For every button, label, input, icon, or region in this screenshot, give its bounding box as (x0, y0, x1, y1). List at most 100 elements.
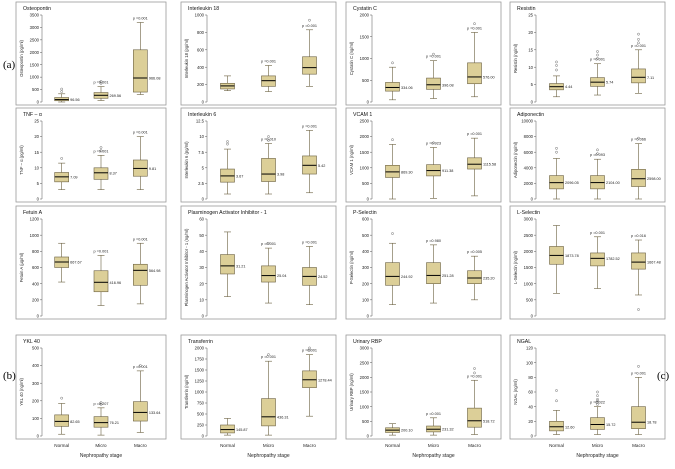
chart-panel: Adiponectin 0 2000 4000 6000 8000 10000 Adipone… (509, 107, 666, 203)
y-axis-label: Interleukin 18 (pg/ml) (184, 38, 189, 78)
median-label: 8.37 (110, 171, 117, 175)
y-tick-label: 2500 (524, 233, 534, 238)
median-label: 334.06 (401, 86, 413, 90)
median-label: 24.52 (318, 275, 328, 279)
median-label: 396.08 (442, 83, 454, 87)
y-tick-label: 2000 (360, 375, 370, 380)
p-value-label: p =0.001 (94, 149, 109, 153)
box-iqr (631, 252, 646, 270)
y-tick-label: 40 (528, 404, 533, 409)
panel-frame (15, 107, 167, 203)
median-label: 133.64 (149, 411, 161, 415)
y-axis-label: Urinary RBP (ng/ml) (349, 373, 354, 411)
y-axis-label: P-Selectin (ng/ml) (349, 250, 354, 284)
p-value-label: p =0.093 (590, 153, 605, 157)
y-tick-label: 50 (199, 233, 204, 238)
x-tick-label: Normal (54, 443, 69, 448)
chart-title: L-Selectin (517, 210, 540, 216)
y-tick-label: 80 (528, 375, 533, 380)
outlier-point (99, 402, 103, 406)
chart-panel: Plasminogen Activator Inhibitor - 1 0 10 20… (180, 205, 337, 320)
panel-frame (180, 1, 337, 106)
y-tick-label: 0 (531, 314, 534, 319)
panel-frame (509, 107, 666, 203)
x-tick-label: Micro (95, 443, 107, 448)
outlier-point (555, 146, 558, 150)
outlier-point (473, 371, 476, 375)
box-iqr (133, 49, 148, 93)
outlier-point (267, 353, 270, 356)
box-iqr (631, 169, 646, 187)
chart-panel: Resistin 0 5 10 15 20 25 Resistin (ng/ml) 4.44 5.… (509, 1, 666, 106)
median-label: 235.20 (483, 277, 495, 281)
y-tick-label: 0 (202, 197, 205, 202)
y-tick-label: 750 (197, 401, 205, 406)
y-axis-label: Adiponectin (ng/ml) (513, 141, 518, 178)
panel-frame (180, 205, 337, 320)
chart-title: TNF – α (23, 112, 42, 118)
outlier-point (226, 140, 229, 143)
chart-panel: VCAM 1 0 500 1000 1500 2000 2500 VCAM 1 (ng/ml)… (345, 107, 502, 203)
chart-panel: Urinary RBP 0 500 1000 1500 2000 2500 3000 Urina… (345, 334, 502, 459)
chart-title: P-Selectin (353, 210, 377, 216)
y-tick-label: 600 (197, 47, 205, 52)
y-tick-label: 8000 (524, 134, 534, 139)
box-iqr (467, 407, 482, 428)
box-iqr (426, 262, 441, 284)
box-iqr (631, 68, 646, 84)
y-tick-label: 0 (37, 314, 40, 319)
box-iqr (426, 77, 441, 90)
y-tick-label: 5 (202, 165, 205, 170)
x-axis-label: Nephropathy stage (576, 453, 618, 459)
y-tick-label: 500 (362, 233, 370, 238)
p-value-label: p =0.001 (133, 16, 148, 20)
chart-panel: L-Selectin 0 500 1000 1500 2000 2500 3000 L-Sele… (509, 205, 666, 320)
p-value-label: p =0.001 (94, 249, 109, 253)
outlier-point (596, 390, 599, 394)
box-iqr (261, 398, 276, 427)
y-tick-label: 0 (367, 434, 370, 439)
median-label: 911.38 (442, 169, 453, 173)
chart-title: Cystatin C (353, 6, 377, 12)
median-label: 2104.00 (606, 181, 620, 185)
chart-panel: Interleukin 6 0 2.5 5 7.5 10 12.5 Interleukin 6… (180, 107, 337, 203)
x-tick-label: Macro (632, 443, 645, 448)
median-label: 2598.00 (647, 177, 661, 181)
outlier-point (637, 308, 640, 311)
y-tick-label: 500 (197, 412, 205, 417)
x-axis-label: Nephropathy stage (412, 453, 454, 459)
outlier-point (555, 64, 558, 67)
outlier-point (267, 135, 270, 138)
outlier-point (60, 157, 64, 160)
box-iqr (467, 270, 482, 284)
box-iqr (133, 263, 148, 286)
x-tick-label: Normal (220, 443, 235, 448)
box-iqr (261, 265, 276, 283)
y-tick-label: 2000 (30, 50, 40, 55)
y-tick-label: 2000 (524, 249, 534, 254)
y-tick-label: 0 (531, 434, 534, 439)
p-value-label: p =0.001 (302, 24, 317, 28)
box-iqr (302, 56, 317, 75)
y-tick-label: 1000 (30, 75, 40, 80)
outlier-point (555, 150, 558, 154)
y-axis-label: Osteopontin (pg/ml) (19, 40, 24, 77)
row-label-b: (b) (3, 370, 16, 382)
box-iqr (93, 167, 109, 180)
y-tick-label: 4000 (524, 165, 534, 170)
outlier-point (99, 149, 103, 152)
p-value-label: p =0.001 (133, 131, 148, 135)
y-tick-label: 30 (199, 265, 204, 270)
p-value-label: p =0.022 (590, 401, 605, 405)
median-label: 1873.78 (565, 254, 579, 258)
y-tick-label: 500 (362, 181, 370, 186)
median-label: 7.11 (647, 76, 654, 80)
median-label: 82.65 (70, 420, 80, 424)
chart-title: Plasminogen Activator Inhibitor - 1 (188, 210, 267, 216)
outlier-point (596, 394, 599, 398)
y-tick-label: 1000 (30, 233, 40, 238)
x-tick-label: Micro (263, 443, 275, 448)
median-label: 12.60 (565, 425, 575, 429)
outlier-point (596, 53, 599, 57)
median-label: 1278.44 (318, 378, 332, 382)
